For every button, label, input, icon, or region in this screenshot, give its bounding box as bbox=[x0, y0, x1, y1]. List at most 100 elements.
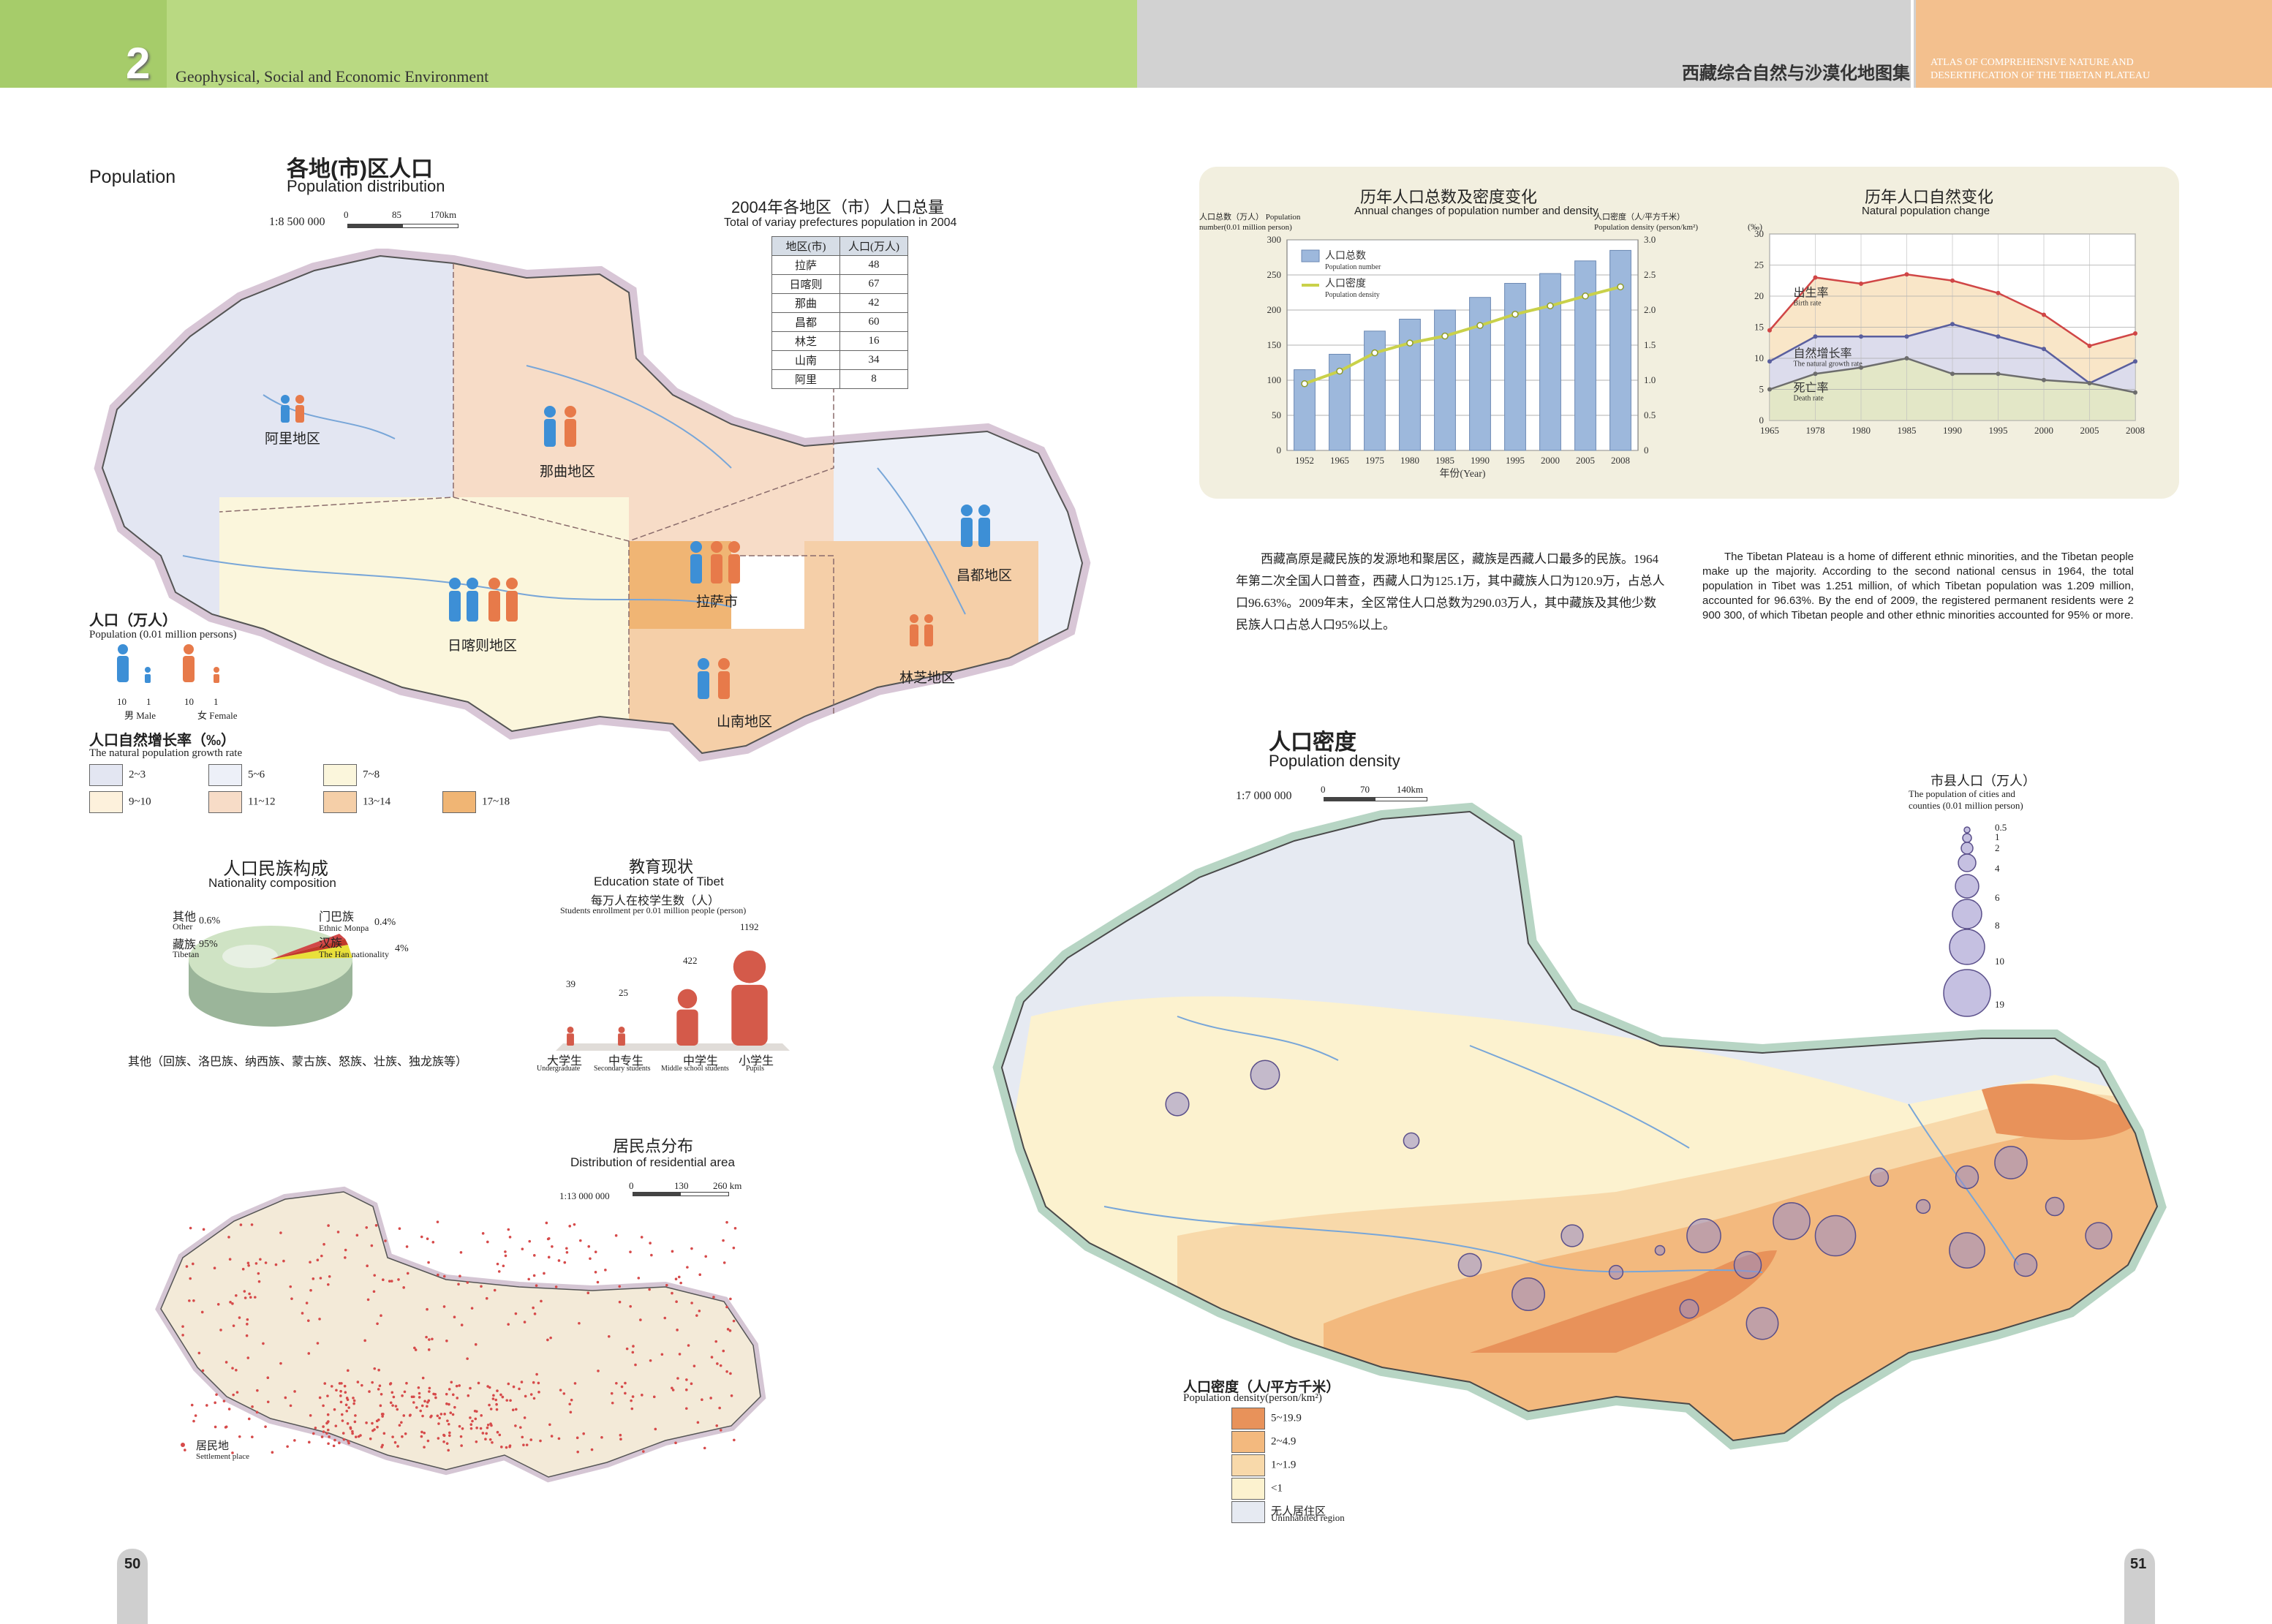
settlement-dot bbox=[328, 1435, 331, 1438]
settlement-dot bbox=[496, 1430, 499, 1434]
settlement-dot bbox=[671, 1250, 674, 1253]
growth-label-1: 5~6 bbox=[248, 768, 265, 781]
settlement-dot bbox=[639, 1318, 642, 1321]
chart2-point-0 bbox=[2087, 344, 2092, 348]
density-title-cn: 人口密度 bbox=[1269, 730, 1356, 755]
settlement-dot bbox=[719, 1429, 722, 1432]
settlement-dot bbox=[442, 1440, 445, 1443]
settlement-dot bbox=[333, 1438, 336, 1442]
chart1-legend-line-en: Population density bbox=[1325, 291, 1380, 299]
settlement-dot bbox=[722, 1349, 725, 1353]
settlement-dot bbox=[642, 1450, 645, 1453]
settlement-dot bbox=[326, 1428, 330, 1432]
education-subtitle: 每万人在校学生数（人） bbox=[591, 895, 720, 907]
settlement-dot bbox=[293, 1390, 296, 1393]
settlement-dot bbox=[382, 1432, 386, 1435]
settlement-dot bbox=[381, 1443, 384, 1447]
settlement-dot bbox=[266, 1400, 270, 1404]
settlement-dot bbox=[570, 1398, 573, 1402]
chart1-bar bbox=[1434, 309, 1456, 451]
settlement-dot bbox=[714, 1340, 718, 1343]
settlement-dot bbox=[326, 1394, 329, 1397]
settlement-dot bbox=[578, 1239, 582, 1242]
table-row: 昌都 60 bbox=[771, 312, 908, 332]
settlement-dot bbox=[532, 1397, 536, 1400]
settlement-dot bbox=[245, 1334, 249, 1337]
settlement-dot bbox=[374, 1224, 378, 1227]
settlement-dot bbox=[264, 1261, 268, 1264]
density-zone-5to20 bbox=[1470, 1250, 1777, 1353]
settlement-dot bbox=[715, 1424, 719, 1427]
growth-class-1: 5~6 bbox=[208, 764, 265, 786]
growth-swatch-1 bbox=[208, 764, 242, 786]
education-subtitle-en: Students enrollment per 0.01 million peo… bbox=[560, 905, 747, 915]
residential-map bbox=[155, 1186, 766, 1483]
settlement-dot bbox=[630, 1407, 634, 1410]
chart2-ylabel: (‰) bbox=[1748, 222, 1762, 232]
settlement-dot bbox=[732, 1319, 736, 1323]
population-figures bbox=[281, 395, 990, 699]
density-label-4-sub: Uninhabited region bbox=[1271, 1512, 1345, 1523]
settlement-dot bbox=[518, 1387, 521, 1391]
settlement-dot bbox=[279, 1361, 282, 1365]
tibet-outline bbox=[101, 254, 1084, 755]
settlement-dot bbox=[202, 1228, 205, 1231]
chart2-xtick: 1990 bbox=[1943, 425, 1962, 436]
chart1-bar bbox=[1504, 283, 1526, 451]
settlement-dot bbox=[569, 1410, 573, 1414]
settlement-dot bbox=[257, 1280, 261, 1283]
settlement-dot bbox=[388, 1383, 392, 1386]
settlement-dot bbox=[376, 1322, 379, 1326]
settlement-dot bbox=[637, 1277, 641, 1280]
settlement-dot bbox=[618, 1285, 622, 1288]
chart1-legend-bar-swatch bbox=[1301, 249, 1320, 263]
settlement-dot bbox=[663, 1316, 667, 1320]
dist-map-title-en: Population distribution bbox=[287, 177, 445, 195]
settlement-dot bbox=[565, 1250, 569, 1254]
density-title-en: Population density bbox=[1269, 752, 1400, 770]
settlement-dot bbox=[456, 1397, 459, 1400]
settlement-dot bbox=[448, 1388, 451, 1391]
settlement-dot bbox=[701, 1398, 703, 1402]
chart2-point-0 bbox=[2042, 312, 2046, 317]
settlement-dot bbox=[284, 1396, 287, 1400]
nat-label-tibetan-pct: 95% bbox=[199, 939, 218, 950]
chart2-point-0 bbox=[1767, 328, 1772, 333]
county-circle bbox=[1745, 1307, 1779, 1340]
settlement-dot bbox=[545, 1221, 548, 1225]
settlement-dot bbox=[205, 1404, 208, 1407]
circle-legend-value-5: 8 bbox=[1995, 920, 2000, 931]
section-label: Population bbox=[89, 167, 176, 187]
region-label-ali: 阿里地区 bbox=[265, 431, 321, 447]
settlement-dot bbox=[255, 1410, 259, 1414]
settlement-dot bbox=[351, 1432, 354, 1435]
settlement-dot bbox=[232, 1393, 235, 1397]
chart1-xtick: 1985 bbox=[1435, 455, 1454, 466]
settlement-dot bbox=[431, 1241, 435, 1244]
settlement-dot bbox=[379, 1404, 382, 1408]
pop-legend-title-en: Population (0.01 million persons) bbox=[89, 629, 237, 641]
growth-swatch-2 bbox=[323, 764, 357, 786]
settlement-dot bbox=[471, 1419, 474, 1423]
settlement-dot bbox=[485, 1296, 488, 1300]
settlement-dot bbox=[725, 1370, 728, 1373]
settlement-dot bbox=[342, 1438, 346, 1441]
settlement-dot bbox=[486, 1240, 489, 1244]
settlement-dot bbox=[596, 1280, 600, 1284]
chart2-series-label-en-1: The natural growth rate bbox=[1794, 360, 1863, 368]
chart2-subtitle: Natural population change bbox=[1862, 205, 1990, 217]
settlement-dot bbox=[322, 1430, 325, 1433]
settlement-dot bbox=[318, 1318, 321, 1321]
circle-legend-value-0: 0.5 bbox=[1995, 822, 2007, 833]
settlement-dot bbox=[594, 1250, 597, 1253]
county-circle bbox=[1949, 1232, 1985, 1269]
growth-label-5: 13~14 bbox=[363, 796, 391, 808]
settlement-dot bbox=[475, 1440, 478, 1443]
settlement-dot bbox=[722, 1239, 725, 1242]
settlement-dot bbox=[396, 1408, 399, 1411]
settlement-dot bbox=[594, 1270, 597, 1274]
settlement-dot bbox=[507, 1323, 510, 1326]
settlement-dot bbox=[423, 1400, 426, 1403]
edu-value-3: 1192 bbox=[740, 921, 759, 932]
circle-legend-title-en-1: The population of cities and bbox=[1909, 788, 2015, 799]
